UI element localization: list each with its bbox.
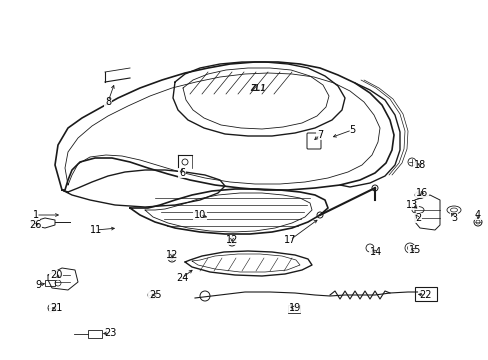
Text: 17: 17: [283, 235, 296, 245]
Text: 16: 16: [415, 188, 427, 198]
Text: 9: 9: [35, 280, 41, 290]
Text: 25: 25: [148, 290, 161, 300]
Text: 7: 7: [316, 130, 323, 140]
Ellipse shape: [411, 207, 423, 213]
Text: 12: 12: [165, 250, 178, 260]
Bar: [414, 287, 436, 301]
Text: 21: 21: [50, 303, 62, 313]
FancyBboxPatch shape: [306, 133, 320, 149]
Text: 2: 2: [414, 213, 420, 223]
Text: 26: 26: [29, 220, 41, 230]
Text: 20: 20: [50, 270, 62, 280]
Ellipse shape: [446, 206, 460, 214]
Text: 15: 15: [408, 245, 420, 255]
Text: 24: 24: [176, 273, 188, 283]
Text: 4: 4: [474, 210, 480, 220]
Text: 18: 18: [413, 160, 425, 170]
Text: 8: 8: [105, 97, 111, 107]
Text: 3: 3: [450, 213, 456, 223]
Text: 12: 12: [225, 235, 238, 245]
Text: ZL1: ZL1: [250, 84, 265, 93]
Text: 22: 22: [418, 290, 430, 300]
Text: 10: 10: [193, 210, 206, 220]
Text: 14: 14: [369, 247, 381, 257]
Bar: [45, 280, 55, 286]
Text: 11: 11: [90, 225, 102, 235]
Text: 23: 23: [103, 328, 116, 338]
Text: 19: 19: [288, 303, 301, 313]
Text: 6: 6: [179, 168, 184, 178]
Text: 1: 1: [33, 210, 39, 220]
Text: 5: 5: [348, 125, 354, 135]
Ellipse shape: [449, 208, 457, 212]
Bar: [88, 330, 102, 338]
Bar: [287, 305, 299, 313]
Text: 13: 13: [405, 200, 417, 210]
Ellipse shape: [414, 192, 424, 198]
